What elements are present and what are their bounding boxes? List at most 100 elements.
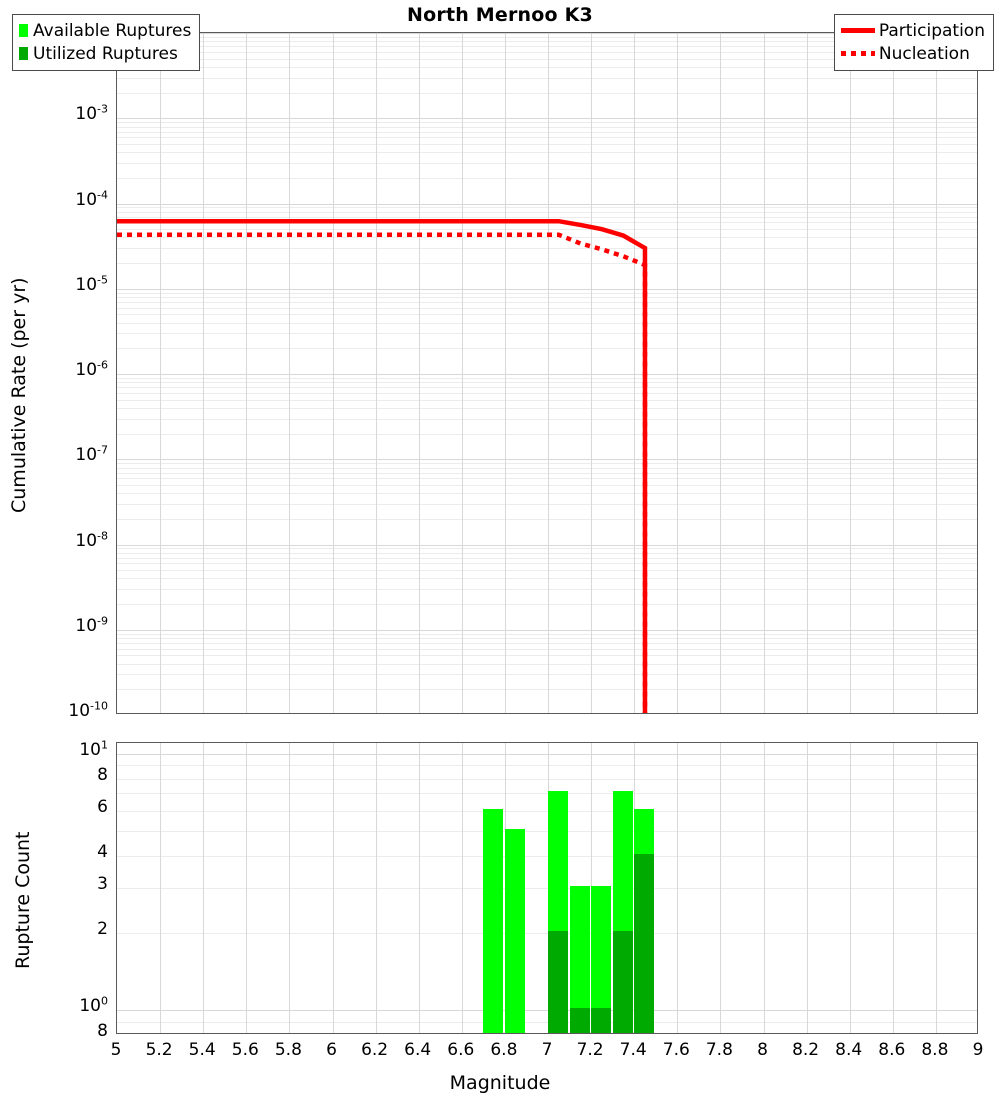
x-tick-label: 7.8: [705, 1040, 733, 1060]
rupture-bar: [483, 743, 504, 1033]
utilized-ruptures-segment: [569, 1008, 590, 1033]
gridline-h: [117, 548, 977, 550]
x-tick-label: 5.6: [231, 1040, 259, 1060]
legend-item-nucleation[interactable]: Nucleation: [840, 42, 985, 65]
gridline-v: [418, 743, 420, 1033]
gridline-h: [117, 126, 977, 128]
gridline-v: [504, 33, 506, 713]
x-tick-label: 6.2: [361, 1040, 389, 1060]
gridline-h: [117, 552, 977, 554]
x-tick-label: 5.2: [145, 1040, 173, 1060]
available-ruptures-segment: [591, 885, 612, 1033]
y-axis-label-bottom: Rupture Count: [12, 831, 34, 969]
gridline-v: [203, 743, 205, 1033]
legend-item-participation[interactable]: Participation: [840, 19, 985, 42]
y-tick-label-bottom: 8: [97, 1021, 108, 1041]
gridline-h: [117, 753, 977, 755]
gridline-h: [117, 288, 977, 290]
y-tick-label-bottom: 3: [97, 873, 108, 894]
y-tick-label-top: 10-6: [75, 358, 108, 380]
x-tick-label: 8: [757, 1040, 768, 1060]
gridline-h: [117, 322, 977, 324]
x-tick-label: 5.8: [274, 1040, 302, 1060]
x-tick-label: 7.4: [619, 1040, 647, 1060]
x-tick-label: 6.6: [447, 1040, 475, 1060]
gridline-v: [935, 743, 937, 1033]
legend-label-nucleation: Nucleation: [878, 43, 970, 64]
gridline-v: [375, 33, 377, 713]
gridline-h: [117, 493, 977, 495]
gridline-h: [117, 689, 977, 691]
gridline-h: [117, 333, 977, 335]
gridline-v: [591, 33, 593, 713]
gridline-v: [849, 33, 851, 713]
x-tick-label: 7: [541, 1040, 553, 1060]
gridline-h: [117, 51, 977, 53]
y-tick-label-top: 10-5: [75, 273, 108, 295]
gridline-h: [117, 66, 977, 68]
x-tick-label: 8.6: [878, 1040, 906, 1060]
x-tick-label: 6: [326, 1040, 337, 1060]
utilized-ruptures-segment: [612, 930, 633, 1033]
y-tick-label-top: 10-7: [75, 443, 108, 466]
gridline-v: [548, 33, 549, 713]
gridline-v: [289, 743, 291, 1033]
gridline-h: [117, 263, 977, 265]
gridline-h: [117, 152, 977, 154]
gridline-v: [677, 33, 679, 713]
gridline-h: [117, 162, 977, 164]
gridline-h: [117, 472, 977, 474]
gridline-v: [332, 743, 334, 1033]
utilized-ruptures-segment: [591, 1008, 612, 1033]
gridline-h: [117, 177, 977, 179]
available-ruptures-segment: [483, 808, 504, 1033]
y-tick-label-bottom: 2: [97, 918, 108, 939]
gridline-h: [117, 643, 977, 644]
gridline-h: [117, 478, 977, 480]
legend-item-utilized-ruptures[interactable]: Utilized Ruptures: [19, 42, 191, 65]
gridline-h: [117, 503, 977, 505]
utilized-ruptures-segment: [548, 930, 568, 1033]
gridline-h: [117, 77, 977, 79]
x-tick-label: 7.6: [662, 1040, 690, 1060]
y-tick-label-bottom: 6: [97, 796, 108, 817]
gridline-v: [935, 33, 937, 713]
gridline-h: [117, 589, 977, 591]
rupture-bar: [591, 743, 612, 1033]
gridline-h: [117, 377, 977, 379]
gridline-h: [117, 211, 977, 213]
gridline-h: [117, 830, 977, 832]
y-tick-label-bottom: 4: [97, 841, 108, 862]
gridline-h: [117, 348, 977, 350]
rupture-bar: [634, 743, 655, 1033]
y-tick-label-bottom: 8: [97, 764, 108, 785]
gridline-h: [117, 629, 977, 631]
legend-item-available-ruptures[interactable]: Available Ruptures: [19, 19, 191, 42]
gridline-h: [117, 570, 977, 572]
rupture-bar: [548, 743, 568, 1033]
gridline-v: [720, 33, 722, 713]
gridline-h: [117, 563, 977, 565]
x-tick-label: 5: [110, 1040, 122, 1060]
gridline-h: [117, 248, 977, 250]
gridline-h: [117, 382, 977, 384]
available-ruptures-segment: [569, 885, 590, 1033]
gridline-h: [117, 131, 977, 133]
gridline-h: [117, 544, 977, 546]
mfd-curves: [117, 218, 648, 713]
gridline-h: [117, 33, 977, 34]
x-tick-label: 5.4: [188, 1040, 216, 1060]
y-tick-label-top: 10-9: [75, 614, 108, 636]
gridline-h: [117, 674, 977, 676]
gridline-h: [117, 484, 977, 486]
gridline-v: [763, 33, 765, 713]
legend-top: Participation Nucleation: [833, 14, 994, 71]
gridline-v: [160, 33, 162, 713]
chart-title: North Mernoo K3: [407, 4, 593, 26]
y-tick-label-top: 10-10: [68, 699, 108, 721]
gridline-h: [117, 793, 977, 795]
y-tick-label-top: 10-3: [75, 102, 108, 125]
gridline-h: [117, 887, 977, 889]
gridline-h: [117, 459, 977, 461]
